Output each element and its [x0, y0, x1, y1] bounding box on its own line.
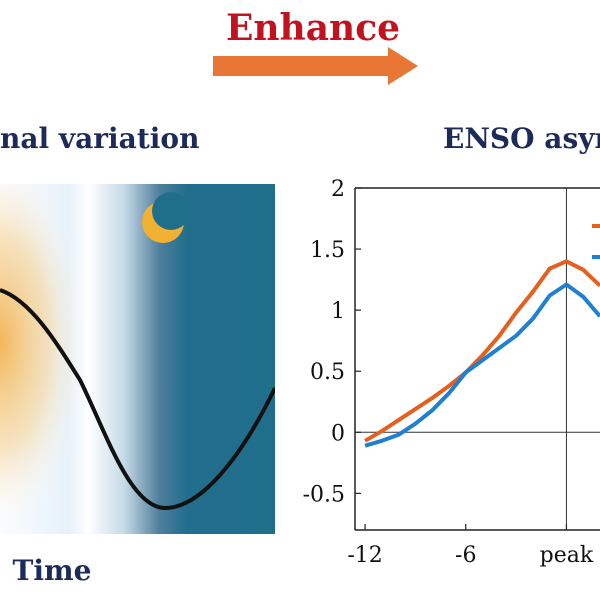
- left-panel-title: nal variation: [0, 122, 199, 155]
- crescent-moon-icon: [142, 192, 190, 243]
- y-tick-label: -0.5: [303, 482, 345, 507]
- y-tick-label: 0: [331, 421, 345, 446]
- y-tick-label: 1: [331, 299, 345, 324]
- enso-chart: 2 1.5 1 0.5 0 -0.5 -12 -6 peak: [303, 177, 600, 568]
- series-line-2: [364, 282, 600, 448]
- series-line-1: [364, 259, 600, 443]
- x-tick-label: peak: [540, 543, 594, 568]
- right-panel-title: ENSO asym: [443, 122, 600, 155]
- y-tick-label: 1.5: [310, 238, 345, 263]
- seasonal-variation-panel: [0, 184, 275, 534]
- left-x-label: Time: [13, 554, 92, 587]
- enhance-label: Enhance: [226, 7, 400, 49]
- x-tick-label: -12: [347, 543, 382, 568]
- enhance-arrow: [213, 47, 418, 85]
- y-tick-label: 0.5: [310, 360, 345, 385]
- y-tick-label: 2: [331, 177, 345, 202]
- x-tick-label: -6: [455, 543, 476, 568]
- seasonal-curve: [0, 288, 275, 511]
